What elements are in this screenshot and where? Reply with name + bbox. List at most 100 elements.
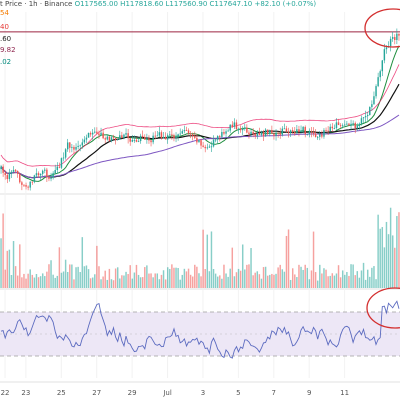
candle-body	[62, 157, 65, 159]
candle-body	[233, 122, 236, 127]
chart-header: t Price · 1h · Binance O117565.00 H11781…	[0, 0, 316, 8]
volume-bar	[271, 273, 273, 288]
candle-body	[173, 135, 175, 139]
candle-body	[102, 132, 104, 139]
candle-body	[162, 136, 165, 139]
volume-bar	[16, 275, 19, 288]
volume-bar	[333, 275, 336, 288]
volume-bar	[179, 279, 181, 288]
volume-bar	[156, 273, 159, 288]
candle-body	[187, 130, 190, 134]
volume-bar	[275, 273, 277, 288]
volume-bar	[154, 273, 156, 288]
candle-body	[144, 136, 146, 140]
price-label-1: 54	[0, 9, 9, 17]
volume-bar	[62, 271, 65, 288]
candle-body	[133, 139, 136, 141]
volume-bar	[23, 273, 25, 288]
candle-body	[19, 173, 21, 183]
volume-bar	[150, 273, 152, 288]
volume-bar	[377, 214, 379, 288]
volume-bar	[285, 235, 288, 288]
volume-bar	[227, 276, 229, 288]
candle-body	[169, 134, 171, 136]
volume-bar	[31, 274, 34, 288]
candle-body	[200, 140, 202, 146]
x-tick-label: 25	[57, 389, 66, 397]
x-tick-label: 23	[21, 389, 30, 397]
volume-bar	[139, 277, 142, 288]
volume-bar	[287, 229, 290, 288]
volume-bar	[398, 212, 400, 288]
candle-body	[66, 142, 69, 150]
candle-body	[196, 137, 198, 143]
candle-body	[381, 60, 384, 72]
volume-bar	[366, 269, 369, 288]
candle-body	[248, 132, 250, 135]
candle-body	[183, 130, 186, 132]
x-tick-label: 11	[340, 389, 349, 397]
volume-bar	[146, 265, 148, 288]
candle-body	[96, 131, 98, 134]
volume-bar	[10, 275, 13, 288]
candle-body	[85, 137, 88, 140]
candle-body	[64, 149, 67, 158]
volume-bar	[302, 269, 304, 288]
candle-body	[316, 136, 319, 138]
candle-body	[358, 123, 361, 127]
volume-bar	[81, 237, 84, 288]
volume-bar	[348, 275, 350, 288]
volume-bar	[319, 264, 321, 288]
volume-bar	[350, 264, 352, 288]
volume-bar	[158, 279, 161, 288]
price-label-3: .60	[0, 35, 12, 43]
volume-bar	[323, 268, 325, 288]
candle-body	[77, 145, 79, 148]
candle-body	[275, 132, 277, 136]
candle-body	[254, 133, 256, 137]
volume-bar	[383, 247, 386, 288]
volume-bar	[102, 276, 104, 288]
volume-bar	[160, 274, 163, 288]
candle-body	[98, 133, 100, 136]
candle-body	[164, 136, 167, 140]
candle-body	[244, 127, 246, 129]
candle-body	[277, 132, 279, 134]
volume-bar	[25, 278, 27, 288]
volume-bar	[77, 266, 79, 288]
volume-bar	[106, 279, 109, 288]
volume-bar	[19, 244, 21, 288]
volume-bar	[196, 266, 198, 288]
candle-body	[237, 128, 240, 130]
volume-bar	[233, 276, 236, 288]
candle-body	[375, 86, 377, 97]
volume-bar	[369, 276, 371, 288]
candle-body	[141, 135, 144, 137]
candle-body	[214, 139, 217, 141]
bollinger-line	[0, 64, 400, 167]
candle-body	[212, 139, 215, 147]
candle-body	[373, 96, 375, 105]
volume-bar	[144, 267, 146, 288]
ohlc-readout: O117565.00 H117818.60 L117560.90 C117647…	[74, 0, 317, 8]
candle-body	[177, 134, 179, 137]
candle-body	[291, 130, 294, 133]
volume-bar	[250, 248, 252, 288]
volume-bar	[50, 260, 52, 288]
candle-body	[123, 134, 125, 138]
volume-bar	[396, 216, 398, 288]
candle-body	[29, 181, 31, 188]
candle-body	[156, 135, 159, 137]
symbol-title[interactable]: t Price · 1h · Binance	[0, 0, 73, 8]
volume-bar	[337, 265, 340, 288]
volume-bar	[185, 271, 188, 288]
candle-body	[44, 169, 46, 171]
candle-body	[344, 124, 346, 126]
volume-bar	[223, 264, 225, 288]
candle-body	[148, 138, 150, 141]
volume-bar	[171, 264, 173, 288]
volume-bar	[135, 264, 138, 288]
volume-bar	[283, 271, 286, 288]
candle-body	[327, 130, 329, 132]
